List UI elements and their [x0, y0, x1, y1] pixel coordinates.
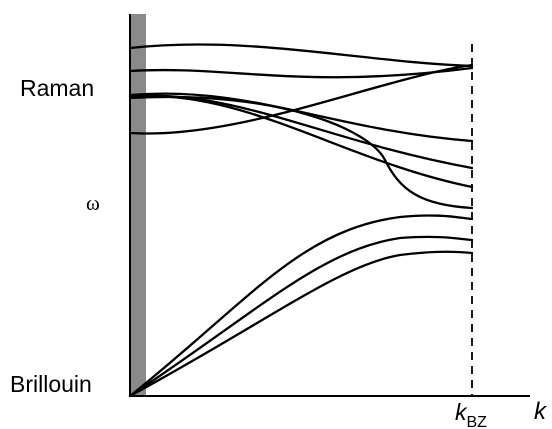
acoustic-branch-2 [128, 235, 474, 398]
raman-label: Raman [20, 75, 94, 101]
optical-branch-7 [128, 63, 474, 135]
acoustic-branch-1 [128, 214, 474, 398]
kbz-label: kBZ [455, 399, 487, 429]
acoustic-branch-3 [128, 250, 474, 398]
brillouin-label: Brillouin [10, 371, 92, 397]
optical-branch-1 [128, 43, 474, 68]
optical-branch-2 [128, 66, 474, 79]
kbz-label-main: k [455, 399, 468, 425]
optical-branch-6 [128, 95, 474, 210]
k-axis-label: k [534, 398, 548, 425]
zone-center-band [130, 14, 146, 396]
omega-label: ω [86, 191, 100, 215]
optical-branch-3 [128, 92, 474, 143]
kbz-label-subscript: BZ [467, 414, 488, 429]
